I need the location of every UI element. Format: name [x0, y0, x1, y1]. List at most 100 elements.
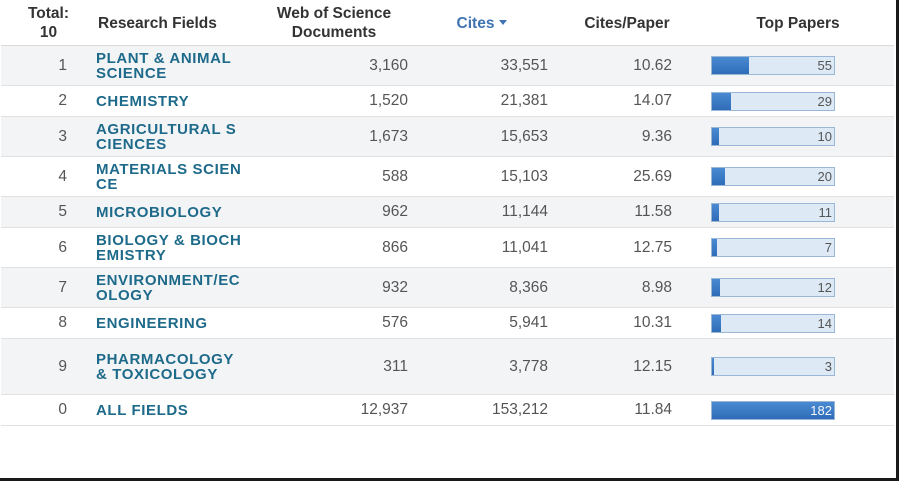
- top-papers-cell: 12: [702, 267, 894, 308]
- top-papers-count: 29: [817, 93, 832, 109]
- top-papers-bar-fill: [712, 92, 732, 110]
- documents-cell: 962: [256, 196, 412, 228]
- top-papers-bar[interactable]: 10: [711, 127, 835, 146]
- cites-cell: 15,103: [412, 156, 552, 197]
- research-field-link[interactable]: ENGINEERING: [96, 314, 208, 332]
- cites-cell: 15,653: [412, 116, 552, 157]
- total-label: Total:: [27, 5, 70, 22]
- field-cell: ALL FIELDS: [96, 394, 256, 426]
- cites-per-paper-cell: 8.98: [552, 267, 702, 308]
- cites-cell: 21,381: [412, 85, 552, 117]
- rank-cell: 0: [1, 394, 96, 426]
- top-papers-bar[interactable]: 3: [711, 357, 835, 376]
- top-papers-cell: 29: [702, 85, 894, 117]
- rank-cell: 2: [1, 85, 96, 117]
- table-row: 1 PLANT & ANIMAL SCIENCE 3,160 33,551 10.62 5…: [1, 45, 894, 86]
- cites-per-paper-header[interactable]: Cites/Paper: [552, 1, 702, 46]
- top-papers-bar-fill: [712, 57, 749, 74]
- documents-cell: 311: [256, 338, 412, 395]
- research-field-link[interactable]: ENVIRONMENT/ECOLOGY: [96, 271, 241, 304]
- field-cell: ENGINEERING: [96, 307, 256, 339]
- rank-cell: 3: [1, 116, 96, 157]
- top-papers-bar-fill: [712, 314, 722, 332]
- cites-per-paper-cell: 25.69: [552, 156, 702, 197]
- top-papers-count: 182: [810, 402, 832, 418]
- wos-documents-header[interactable]: Web of Science Documents: [256, 1, 412, 46]
- cites-per-paper-cell: 11.84: [552, 394, 702, 426]
- top-papers-cell: 7: [702, 227, 894, 268]
- field-cell: BIOLOGY & BIOCHEMISTRY: [96, 227, 256, 268]
- field-cell: PHARMACOLOGY & TOXICOLOGY: [96, 338, 256, 395]
- table-row: 2 CHEMISTRY 1,520 21,381 14.07 29: [1, 85, 894, 117]
- top-papers-cell: 10: [702, 116, 894, 157]
- research-field-link[interactable]: AGRICULTURAL SCIENCES: [96, 120, 237, 153]
- research-field-link[interactable]: MICROBIOLOGY: [96, 203, 223, 221]
- table-row: 5 MICROBIOLOGY 962 11,144 11.58 11: [1, 196, 894, 228]
- top-papers-bar[interactable]: 55: [711, 56, 835, 75]
- rank-cell: 7: [1, 267, 96, 308]
- top-papers-bar-fill: [712, 203, 720, 221]
- top-papers-cell: 182: [702, 394, 894, 426]
- rank-cell: 9: [1, 338, 96, 395]
- top-papers-count: 10: [817, 129, 832, 144]
- top-papers-header[interactable]: Top Papers: [702, 1, 894, 46]
- top-papers-bar[interactable]: 20: [711, 167, 835, 186]
- research-fields-header[interactable]: Research Fields: [96, 1, 256, 46]
- cites-cell: 8,366: [412, 267, 552, 308]
- cites-cell: 3,778: [412, 338, 552, 395]
- rank-cell: 8: [1, 307, 96, 339]
- research-field-link[interactable]: PLANT & ANIMAL SCIENCE: [96, 49, 232, 82]
- top-papers-cell: 14: [702, 307, 894, 339]
- rank-cell: 6: [1, 227, 96, 268]
- top-papers-bar[interactable]: 11: [711, 202, 835, 222]
- field-cell: CHEMISTRY: [96, 85, 256, 117]
- documents-cell: 1,520: [256, 85, 412, 117]
- table-header-row: Total: 10 Research Fields Web of Science…: [1, 1, 894, 46]
- wos-documents-line1: Web of Science: [276, 5, 392, 22]
- top-papers-cell: 11: [702, 196, 894, 228]
- documents-cell: 576: [256, 307, 412, 339]
- table-row: 6 BIOLOGY & BIOCHEMISTRY 866 11,041 12.75 7: [1, 227, 894, 268]
- top-papers-bar[interactable]: 29: [711, 91, 835, 111]
- cites-per-paper-cell: 11.58: [552, 196, 702, 228]
- field-cell: MATERIALS SCIENCE: [96, 156, 256, 197]
- research-fields-table: Total: 10 Research Fields Web of Science…: [1, 1, 894, 426]
- documents-cell: 12,937: [256, 394, 412, 426]
- top-papers-bar-fill: [712, 239, 717, 256]
- cites-header-label: Cites: [456, 14, 495, 32]
- top-papers-bar-fill: [712, 358, 714, 375]
- table-row: 8 ENGINEERING 576 5,941 10.31 14: [1, 307, 894, 339]
- top-papers-cell: 55: [702, 45, 894, 86]
- cites-header-sorted[interactable]: Cites: [412, 1, 552, 46]
- cites-cell: 11,144: [412, 196, 552, 228]
- cites-cell: 5,941: [412, 307, 552, 339]
- top-papers-bar[interactable]: 12: [711, 278, 835, 297]
- top-papers-count: 11: [818, 204, 833, 220]
- top-papers-count: 7: [824, 240, 832, 255]
- table-row: 0 ALL FIELDS 12,937 153,212 11.84 182: [1, 394, 894, 426]
- research-field-link[interactable]: BIOLOGY & BIOCHEMISTRY: [96, 231, 242, 264]
- total-value: 10: [39, 24, 58, 41]
- table-row: 3 AGRICULTURAL SCIENCES 1,673 15,653 9.36 10: [1, 116, 894, 157]
- cites-per-paper-cell: 12.75: [552, 227, 702, 268]
- research-field-link[interactable]: PHARMACOLOGY & TOXICOLOGY: [96, 350, 234, 383]
- table-row: 7 ENVIRONMENT/ECOLOGY 932 8,366 8.98 12: [1, 267, 894, 308]
- documents-cell: 866: [256, 227, 412, 268]
- wos-documents-line2: Documents: [291, 24, 377, 41]
- research-field-link[interactable]: ALL FIELDS: [96, 401, 189, 419]
- cites-cell: 33,551: [412, 45, 552, 86]
- top-papers-cell: 20: [702, 156, 894, 197]
- table-row: 4 MATERIALS SCIENCE 588 15,103 25.69 20: [1, 156, 894, 197]
- top-papers-bar[interactable]: 182: [711, 400, 835, 420]
- top-papers-count: 14: [817, 315, 832, 331]
- research-field-link[interactable]: MATERIALS SCIENCE: [96, 160, 242, 193]
- top-papers-bar[interactable]: 14: [711, 313, 835, 333]
- rank-cell: 1: [1, 45, 96, 86]
- research-field-link[interactable]: CHEMISTRY: [96, 92, 190, 110]
- top-papers-bar-fill: [712, 401, 834, 419]
- documents-cell: 3,160: [256, 45, 412, 86]
- top-papers-cell: 3: [702, 338, 894, 395]
- top-papers-bar-fill: [712, 128, 719, 145]
- top-papers-bar[interactable]: 7: [711, 238, 835, 257]
